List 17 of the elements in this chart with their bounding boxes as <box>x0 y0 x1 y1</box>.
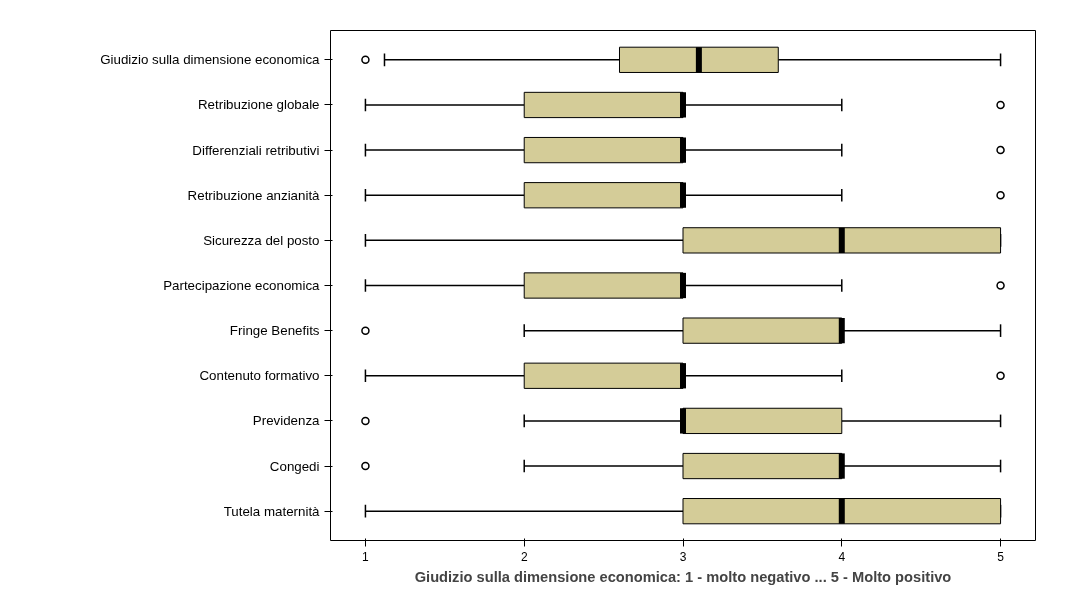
x-tick-label: 2 <box>520 549 528 564</box>
x-tick-label: 5 <box>997 549 1005 564</box>
x-axis-title: Giudizio sulla dimensione economica: 1 - molto negativo ... 5 - Molto positivo <box>414 568 952 585</box>
y-tick-label: Congedi <box>269 458 320 474</box>
x-tick-label: 3 <box>679 549 687 564</box>
y-tick-label: Sicurezza del posto <box>203 232 320 248</box>
y-tick-label: Tutela maternità <box>223 503 321 519</box>
y-tick-label: Previdenza <box>252 413 321 429</box>
y-tick-label: Contenuto formativo <box>199 368 320 384</box>
x-tick-label: 4 <box>838 549 846 564</box>
x-tick-label: 1 <box>362 549 370 564</box>
y-tick-label: Retribuzione globale <box>197 97 320 113</box>
y-tick-label: Differenziali retributivi <box>192 142 320 158</box>
y-tick-label: Retribuzione anzianità <box>187 187 321 203</box>
y-tick-label: Fringe Benefits <box>229 323 320 339</box>
y-tick-label: Giudizio sulla dimensione economica <box>100 52 321 68</box>
y-tick-label: Partecipazione economica <box>163 278 321 293</box>
